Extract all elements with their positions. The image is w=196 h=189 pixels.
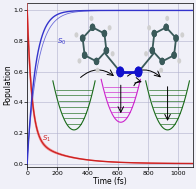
Circle shape	[150, 47, 155, 54]
Circle shape	[82, 52, 87, 59]
Circle shape	[94, 58, 99, 65]
Circle shape	[134, 67, 142, 77]
Circle shape	[104, 47, 109, 54]
Circle shape	[96, 68, 100, 73]
Circle shape	[90, 24, 95, 31]
Circle shape	[116, 67, 124, 77]
Circle shape	[150, 47, 155, 54]
Circle shape	[171, 52, 177, 59]
Circle shape	[82, 52, 87, 59]
Circle shape	[180, 32, 184, 38]
Circle shape	[160, 58, 165, 65]
Circle shape	[77, 58, 81, 64]
Text: S$_0$: S$_0$	[57, 37, 67, 47]
Circle shape	[160, 58, 165, 65]
Circle shape	[134, 67, 142, 77]
Circle shape	[111, 51, 115, 57]
Circle shape	[116, 67, 124, 77]
Circle shape	[144, 51, 148, 57]
Circle shape	[152, 30, 157, 37]
Circle shape	[102, 30, 107, 37]
Circle shape	[104, 47, 109, 54]
Circle shape	[80, 34, 85, 42]
Circle shape	[90, 24, 95, 31]
Circle shape	[171, 52, 177, 59]
Circle shape	[108, 25, 112, 30]
Circle shape	[74, 32, 78, 38]
Circle shape	[163, 24, 169, 31]
Circle shape	[80, 34, 85, 42]
Text: S$_1$: S$_1$	[42, 134, 51, 144]
Circle shape	[173, 34, 179, 42]
Circle shape	[173, 34, 179, 42]
Circle shape	[159, 68, 163, 73]
Circle shape	[147, 25, 151, 30]
X-axis label: Time (fs): Time (fs)	[93, 177, 127, 186]
Circle shape	[102, 30, 107, 37]
Circle shape	[152, 30, 157, 37]
Circle shape	[90, 16, 93, 21]
Circle shape	[177, 58, 181, 64]
Circle shape	[165, 16, 169, 21]
Circle shape	[163, 24, 169, 31]
Circle shape	[94, 58, 99, 65]
Y-axis label: Population: Population	[3, 64, 12, 105]
